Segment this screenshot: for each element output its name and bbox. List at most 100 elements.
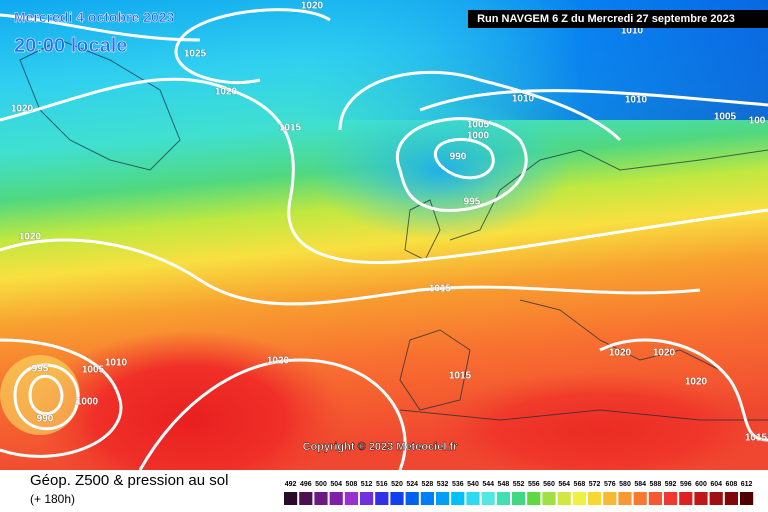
colorbar-cell [481, 492, 495, 505]
colorbar-tick-label: 540 [467, 481, 479, 488]
isobars [0, 8, 768, 471]
footer-lead: (+ 180h) [30, 492, 75, 506]
colorbar-cell [451, 492, 465, 505]
isobar-label: 1015 [449, 371, 472, 382]
colorbar-cell [420, 492, 434, 505]
isobar-label: 1020 [685, 377, 708, 388]
colorbar-cell [724, 492, 738, 505]
colorbar-cell [557, 492, 571, 505]
colorbar-tick-label: 564 [558, 481, 570, 488]
colorbar-tick-label: 524 [406, 481, 418, 488]
colorbar-cell [299, 492, 313, 505]
isobar-label: 1010 [105, 358, 128, 369]
colorbar-tick-label: 516 [376, 481, 388, 488]
colorbar-tick-label: 596 [680, 481, 692, 488]
colorbar-cell [664, 492, 678, 505]
colorbar-tick-label: 600 [695, 481, 707, 488]
warm-field [420, 370, 768, 490]
isobar-label: 1015 [429, 284, 452, 295]
colorbar-tick-label: 608 [726, 481, 738, 488]
isobar-label: 1020 [653, 348, 676, 359]
run-info: Run NAVGEM 6 Z du Mercredi 27 septembre … [477, 13, 735, 25]
colorbar-cell [588, 492, 602, 505]
colorbar-tick-label: 492 [285, 481, 297, 488]
colorbar-tick-label: 548 [498, 481, 510, 488]
colorbar-cell [436, 492, 450, 505]
isobar-label: 1020 [301, 1, 324, 12]
isobar-label: 1000 [76, 397, 99, 408]
isobar-label: 1010 [512, 94, 535, 105]
colorbar-cell [648, 492, 662, 505]
isobar-label: 1005 [82, 365, 105, 376]
colorbar-cell [603, 492, 617, 505]
colorbar-cell [360, 492, 374, 505]
colorbar-cell [709, 492, 723, 505]
forecast-date: Mercredi 4 octobre 2023 [14, 9, 175, 25]
colorbar-cell [633, 492, 647, 505]
colorbar-tick-label: 512 [361, 481, 373, 488]
colorbar-cell [572, 492, 586, 505]
colorbar-cell [284, 492, 298, 505]
colorbar-cell [694, 492, 708, 505]
colorbar-tick-label: 612 [741, 481, 753, 488]
isobar-label: 1020 [215, 87, 238, 98]
colorbar-cell [496, 492, 510, 505]
isobar-label: 1020 [609, 348, 632, 359]
isobar-label: 1010 [621, 26, 644, 37]
colorbar-cell [329, 492, 343, 505]
colorbar-tick-label: 536 [452, 481, 464, 488]
isobar-label: 1025 [184, 49, 207, 60]
isobar-label: 1005 [714, 112, 737, 123]
warm-field [30, 330, 350, 510]
colorbar-cell [679, 492, 693, 505]
colorbar-tick-label: 572 [589, 481, 601, 488]
isobar-label: 1015 [745, 433, 768, 444]
colorbar-tick-label: 520 [391, 481, 403, 488]
colorbar: 492 496 500 504 508 512 516 520 524 528 532 536 540 5… [284, 481, 754, 505]
colorbar-cell [375, 492, 389, 505]
colorbar-cell [390, 492, 404, 505]
colorbar-tick-label: 592 [665, 481, 677, 488]
colorbar-tick-label: 580 [619, 481, 631, 488]
isobar-label: 100 [749, 116, 766, 127]
footer-title: Géop. Z500 & pression au sol [30, 472, 228, 489]
isobar-label: 990 [450, 152, 467, 163]
low-field [310, 100, 570, 240]
isobar-label: 1010 [625, 95, 648, 106]
colorbar-cell [542, 492, 556, 505]
isobar-label: 1015 [279, 123, 302, 134]
colorbar-cell [740, 492, 754, 505]
colorbar-tick-label: 584 [634, 481, 646, 488]
isobar-label: 990 [37, 414, 54, 425]
isobar-label: 1020 [11, 104, 34, 115]
isobar-label: 995 [464, 197, 481, 208]
coastlines [19, 39, 768, 421]
copyright: Copyright © 2023 Meteociel.fr [303, 441, 459, 453]
colorbar-cell [344, 492, 358, 505]
colorbar-tick-label: 556 [528, 481, 540, 488]
colorbar-cell [314, 492, 328, 505]
colorbar-tick-label: 588 [650, 481, 662, 488]
colorbar-tick-label: 508 [346, 481, 358, 488]
colorbar-tick-label: 528 [422, 481, 434, 488]
colorbar-tick-label: 504 [330, 481, 342, 488]
colorbar-tick-label: 560 [543, 481, 555, 488]
colorbar-tick-label: 532 [437, 481, 449, 488]
colorbar-cell [466, 492, 480, 505]
colorbar-cell [527, 492, 541, 505]
colorbar-cell [618, 492, 632, 505]
colorbar-cell [512, 492, 526, 505]
isobar-label: 1020 [19, 232, 42, 243]
colorbar-tick-label: 604 [710, 481, 722, 488]
colorbar-tick-label: 500 [315, 481, 327, 488]
colorbar-tick-label: 496 [300, 481, 312, 488]
isobar-label: 1000 [467, 131, 490, 142]
colorbar-tick-label: 568 [574, 481, 586, 488]
colorbar-tick-label: 552 [513, 481, 525, 488]
forecast-time: 20:00 locale [14, 35, 127, 57]
isobar-label: 995 [32, 364, 49, 375]
isobar-label: 1020 [267, 356, 290, 367]
